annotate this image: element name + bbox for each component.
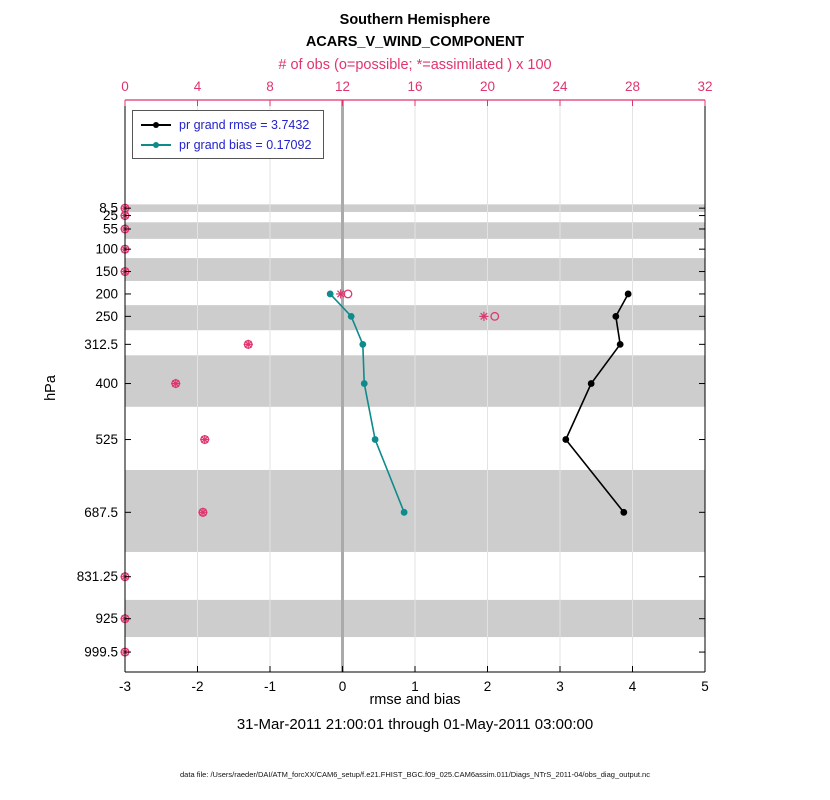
svg-text:925: 925 (95, 611, 118, 626)
svg-text:20: 20 (480, 79, 495, 94)
svg-text:150: 150 (95, 264, 118, 279)
svg-text:400: 400 (95, 376, 118, 391)
rmse-marker-dot (153, 121, 159, 128)
svg-text:525: 525 (95, 432, 118, 447)
svg-text:-2: -2 (191, 679, 203, 694)
svg-text:831.25: 831.25 (77, 569, 118, 584)
svg-text:0: 0 (339, 679, 347, 694)
legend-rmse-label: pr grand rmse = 3.7432 (179, 117, 310, 132)
svg-text:32: 32 (697, 79, 712, 94)
svg-text:1: 1 (411, 679, 419, 694)
legend: pr grand rmse = 3.7432 pr grand bias = 0… (132, 110, 325, 159)
bias-marker-dot (153, 141, 159, 148)
svg-text:-3: -3 (119, 679, 131, 694)
svg-text:5: 5 (701, 679, 709, 694)
svg-text:-1: -1 (264, 679, 276, 694)
y-axis-label: hPa (42, 375, 59, 401)
rmse-series (562, 290, 632, 516)
bias-line-sample (141, 141, 171, 148)
legend-bias-label: pr grand bias = 0.17092 (179, 137, 312, 152)
svg-text:55: 55 (103, 222, 118, 237)
data-file-path: data file: /Users/raeder/DAI/ATM_forcXX/… (180, 770, 650, 779)
date-range-annotation: 31-Mar-2011 21:00:01 through 01-May-2011… (236, 716, 594, 733)
legend-row-bias: pr grand bias = 0.17092 (141, 137, 311, 152)
svg-text:25: 25 (103, 208, 118, 223)
svg-text:0: 0 (121, 79, 129, 94)
plot-title: Southern Hemisphere (339, 12, 491, 28)
svg-text:4: 4 (194, 79, 202, 94)
svg-text:28: 28 (625, 79, 640, 94)
bias-series (326, 290, 408, 516)
svg-text:687.5: 687.5 (84, 505, 118, 520)
plot-subtitle: ACARS_V_WIND_COMPONENT (305, 34, 525, 50)
rmse-line-sample (141, 121, 171, 128)
svg-text:2: 2 (484, 679, 492, 694)
svg-text:312.5: 312.5 (84, 337, 118, 352)
svg-text:12: 12 (335, 79, 350, 94)
svg-text:4: 4 (629, 679, 637, 694)
svg-text:200: 200 (95, 286, 118, 301)
svg-text:8: 8 (266, 79, 274, 94)
svg-text:16: 16 (407, 79, 422, 94)
svg-text:100: 100 (95, 242, 118, 257)
obs-axis-label: # of obs (o=possible; *=assimilated ) x … (278, 57, 552, 73)
svg-text:8.5: 8.5 (99, 201, 118, 216)
axes (124, 99, 706, 673)
x-axis-label: rmse and bias (369, 692, 461, 708)
legend-row-rmse: pr grand rmse = 3.7432 (141, 117, 311, 132)
svg-text:3: 3 (556, 679, 564, 694)
svg-text:250: 250 (95, 309, 118, 324)
svg-text:24: 24 (552, 79, 568, 94)
svg-text:999.5: 999.5 (84, 645, 118, 660)
tick-labels: -3 -2 -1 0 1 2 3 4 50 4 8 12 16 20 24 28 328.52555100150… (77, 79, 713, 694)
